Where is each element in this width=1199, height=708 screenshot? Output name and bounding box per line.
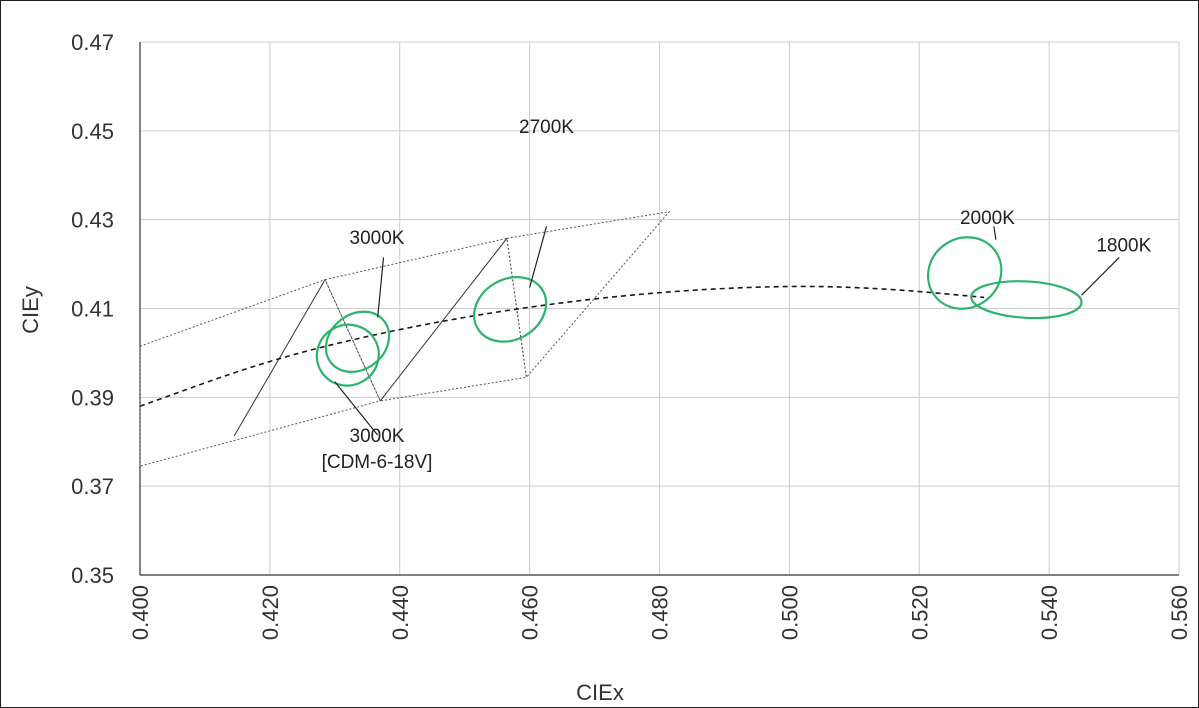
annotation-leader (377, 257, 385, 318)
y-axis-title: CIEy (18, 286, 43, 334)
x-tick-label: 0.400 (128, 585, 153, 640)
annotation-leader (1081, 256, 1120, 296)
ellipse-2000k (926, 236, 1003, 310)
y-tick-label: 0.43 (71, 208, 114, 233)
annotation-line: 3000K (350, 228, 405, 249)
annotation-label: 1800K (1096, 236, 1151, 257)
annotation-label: 3000K (350, 228, 405, 249)
y-tick-label: 0.45 (71, 119, 114, 144)
axes: 0.400 0.420 0.440 0.460 0.480 0.500 0.520 0.540… (18, 30, 1192, 705)
planckian-locus (139, 285, 985, 407)
ellipse-3000k (324, 310, 391, 373)
cct-bin-polygon (506, 210, 671, 379)
y-tick-label: 0.37 (71, 474, 114, 499)
y-tick-label: 0.41 (71, 297, 114, 322)
x-tick-label: 0.480 (648, 585, 673, 640)
cct-bin-polygon (324, 237, 527, 402)
ellipse-1800k (970, 280, 1083, 320)
annotation-line: 2000K (960, 208, 1015, 229)
annotation-leader (334, 381, 379, 436)
isotherm-line (379, 238, 508, 402)
annotation-label: 2000K (960, 208, 1015, 229)
isotherm-line (233, 279, 326, 437)
ellipse-3000k-cdm-6-18v (315, 323, 380, 387)
x-axis-title: CIEx (576, 680, 624, 705)
x-tick-labels: 0.400 0.420 0.440 0.460 0.480 0.500 0.520 0.540… (128, 585, 1192, 640)
annotations: 3000K 2700K 2000K 1800K 3000K [CDM-6-18V] (322, 117, 1152, 473)
x-tick-label: 0.420 (258, 585, 283, 640)
x-tick-label: 0.460 (518, 585, 543, 640)
cct-bin-boundaries (139, 210, 671, 467)
annotation-label: 2700K (519, 117, 574, 138)
y-tick-label: 0.35 (71, 563, 114, 588)
x-tick-label: 0.540 (1037, 585, 1062, 640)
x-tick-label: 0.560 (1167, 585, 1192, 640)
annotation-line: 3000K (350, 426, 405, 447)
annotation-line: 2700K (519, 117, 574, 138)
annotation-line: 1800K (1096, 236, 1151, 257)
planckian-locus-curve (139, 285, 985, 407)
macadam-ellipses (315, 236, 1083, 387)
grid-lines (139, 41, 1180, 576)
x-tick-label: 0.500 (777, 585, 802, 640)
y-tick-labels: 0.35 0.37 0.39 0.41 0.43 0.45 0.47 (71, 30, 114, 588)
ellipse-2700k (473, 276, 548, 343)
annotation-line: [CDM-6-18V] (322, 452, 433, 473)
y-tick-label: 0.47 (71, 30, 114, 55)
y-tick-label: 0.39 (71, 385, 114, 410)
annotation-leader (993, 226, 997, 240)
x-tick-label: 0.440 (388, 585, 413, 640)
x-tick-label: 0.520 (907, 585, 932, 640)
cct-bin-polygon (139, 279, 381, 467)
annotation-leader (529, 226, 548, 288)
annotation-label: 3000K [CDM-6-18V] (322, 426, 433, 473)
